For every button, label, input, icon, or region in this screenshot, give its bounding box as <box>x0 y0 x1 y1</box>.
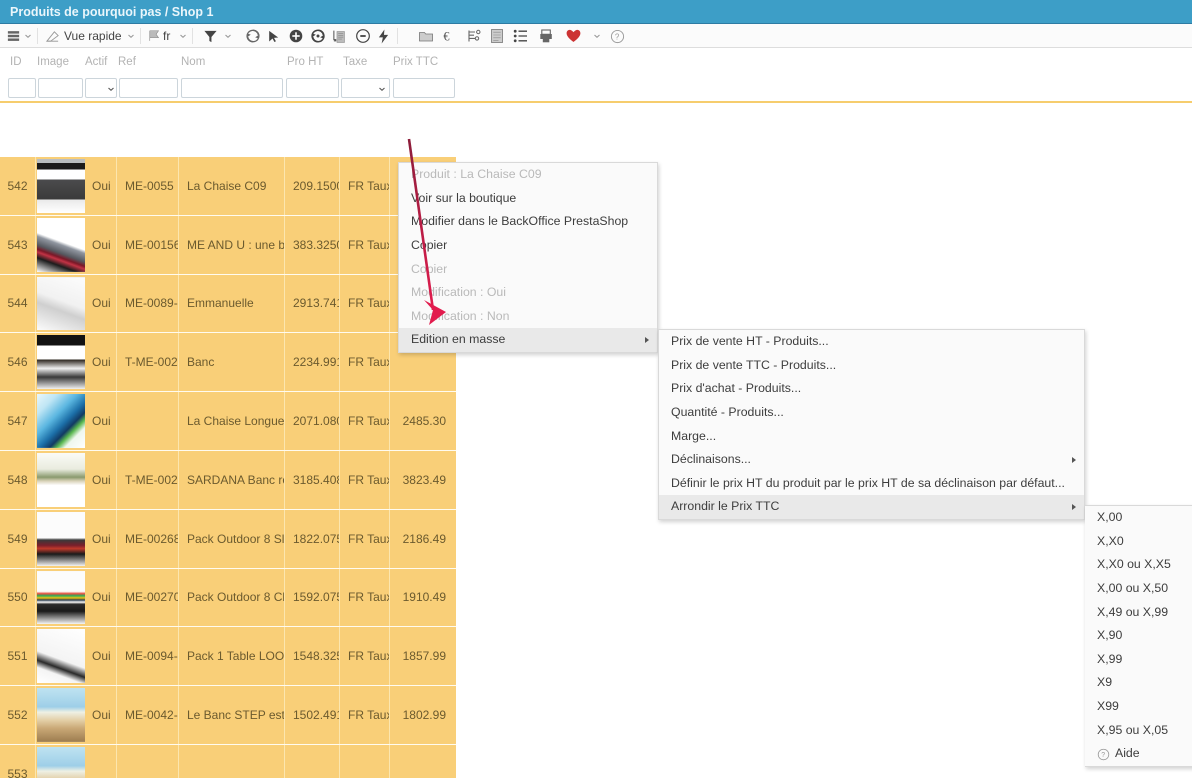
svg-text:?: ? <box>615 32 620 41</box>
svg-text:?: ? <box>1101 752 1105 759</box>
svg-text:€: € <box>443 29 449 43</box>
